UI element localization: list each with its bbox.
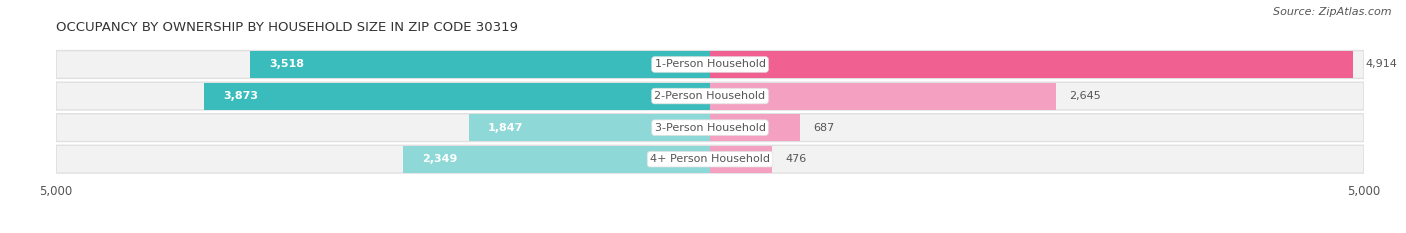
Text: 3-Person Household: 3-Person Household — [655, 123, 765, 133]
Text: 2,645: 2,645 — [1069, 91, 1101, 101]
Text: 2-Person Household: 2-Person Household — [654, 91, 766, 101]
Bar — [250, 51, 710, 78]
Text: Source: ZipAtlas.com: Source: ZipAtlas.com — [1274, 7, 1392, 17]
Bar — [404, 146, 710, 173]
Text: 476: 476 — [786, 154, 807, 164]
Text: 1-Person Household: 1-Person Household — [655, 59, 765, 69]
Bar — [710, 146, 772, 173]
FancyBboxPatch shape — [56, 82, 1364, 110]
Bar — [710, 51, 1353, 78]
FancyBboxPatch shape — [56, 51, 1364, 78]
Text: 2,349: 2,349 — [422, 154, 458, 164]
FancyBboxPatch shape — [56, 145, 1364, 173]
Text: OCCUPANCY BY OWNERSHIP BY HOUSEHOLD SIZE IN ZIP CODE 30319: OCCUPANCY BY OWNERSHIP BY HOUSEHOLD SIZE… — [56, 21, 519, 34]
FancyBboxPatch shape — [56, 114, 1364, 141]
Bar — [710, 82, 1056, 110]
Legend: Owner-occupied, Renter-occupied: Owner-occupied, Renter-occupied — [588, 230, 832, 233]
Bar — [204, 82, 710, 110]
Text: 3,873: 3,873 — [224, 91, 259, 101]
Text: 1,847: 1,847 — [488, 123, 523, 133]
Text: 3,518: 3,518 — [270, 59, 305, 69]
Text: 687: 687 — [813, 123, 834, 133]
Bar — [710, 114, 800, 141]
Text: 4+ Person Household: 4+ Person Household — [650, 154, 770, 164]
Bar — [468, 114, 710, 141]
Text: 4,914: 4,914 — [1365, 59, 1398, 69]
